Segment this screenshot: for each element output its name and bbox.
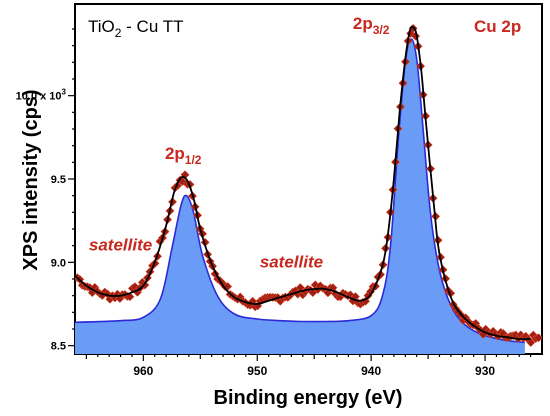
envelope-fit-layer bbox=[75, 25, 531, 341]
peak-label: 2p1/2 bbox=[165, 144, 202, 167]
raw-data-point bbox=[533, 333, 542, 343]
y-tick-label: 10.0 x 103 bbox=[16, 88, 67, 103]
sample-label-rest: - Cu TT bbox=[121, 17, 183, 36]
y-tick-label: 9.5 bbox=[51, 174, 66, 186]
envelope-fit-line bbox=[75, 25, 531, 341]
region-label: Cu 2p bbox=[474, 17, 521, 36]
x-axis-ticks: 960 950 940 930 bbox=[85, 354, 532, 378]
y-axis-title: XPS intensity (cps) bbox=[20, 89, 42, 270]
peak-annotations: 2p1/2 2p3/2 satellite satellite bbox=[89, 14, 390, 271]
x-tick-label: 940 bbox=[361, 364, 381, 378]
raw-data-point bbox=[526, 337, 536, 348]
sample-label: TiO2 - Cu TT bbox=[88, 17, 183, 40]
x-tick-label: 930 bbox=[475, 364, 495, 378]
x-tick-label: 960 bbox=[133, 364, 153, 378]
sample-label-main: TiO bbox=[88, 17, 115, 36]
satellite-label: satellite bbox=[89, 236, 152, 255]
y-tick-label: 9.0 bbox=[51, 257, 66, 269]
sample-label-sub: 2 bbox=[115, 26, 122, 40]
peak-label: 2p3/2 bbox=[353, 14, 390, 37]
fitted-component-fill bbox=[75, 38, 525, 354]
raw-data-point bbox=[295, 283, 305, 293]
y-tick-label: 8.5 bbox=[51, 341, 66, 353]
fitted-component-line bbox=[75, 38, 525, 344]
x-axis-title: Binding energy (eV) bbox=[214, 387, 403, 409]
plot-area bbox=[74, 3, 543, 355]
fitted-peaks-layer bbox=[75, 38, 525, 354]
satellite-label: satellite bbox=[260, 252, 323, 271]
x-tick-label: 950 bbox=[247, 364, 267, 378]
y-axis-ticks: 8.5 9.0 9.5 10.0 x 103 bbox=[16, 28, 75, 353]
